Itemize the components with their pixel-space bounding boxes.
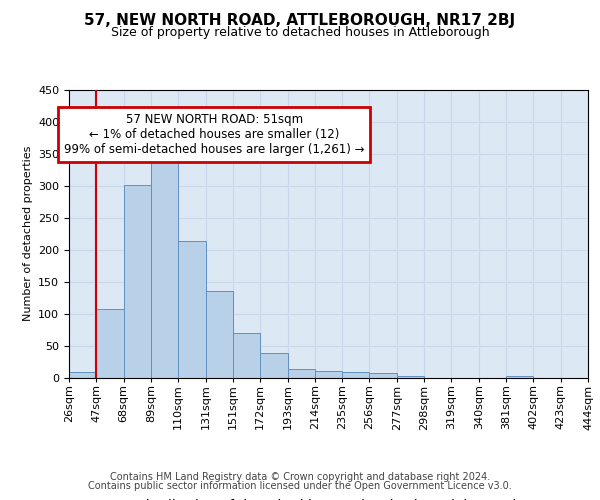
Y-axis label: Number of detached properties: Number of detached properties: [23, 146, 32, 322]
Text: 57, NEW NORTH ROAD, ATTLEBOROUGH, NR17 2BJ: 57, NEW NORTH ROAD, ATTLEBOROUGH, NR17 2…: [85, 12, 515, 28]
Text: Contains HM Land Registry data © Crown copyright and database right 2024.: Contains HM Land Registry data © Crown c…: [110, 472, 490, 482]
Bar: [506, 376, 533, 378]
Text: Size of property relative to detached houses in Attleborough: Size of property relative to detached ho…: [110, 26, 490, 39]
Text: Contains public sector information licensed under the Open Government Licence v3: Contains public sector information licen…: [88, 481, 512, 491]
Bar: [97, 308, 124, 378]
X-axis label: Distribution of detached houses by size in Attleborough: Distribution of detached houses by size …: [136, 499, 521, 500]
Bar: [260, 353, 287, 378]
Bar: [178, 242, 206, 378]
Bar: [315, 371, 342, 378]
Bar: [342, 372, 370, 378]
Bar: [233, 334, 260, 378]
Bar: [69, 372, 97, 378]
Bar: [151, 148, 178, 378]
Bar: [206, 291, 233, 378]
Bar: [370, 373, 397, 378]
Text: 57 NEW NORTH ROAD: 51sqm
← 1% of detached houses are smaller (12)
99% of semi-de: 57 NEW NORTH ROAD: 51sqm ← 1% of detache…: [64, 113, 365, 156]
Bar: [287, 369, 315, 378]
Bar: [397, 376, 424, 378]
Bar: [124, 184, 151, 378]
